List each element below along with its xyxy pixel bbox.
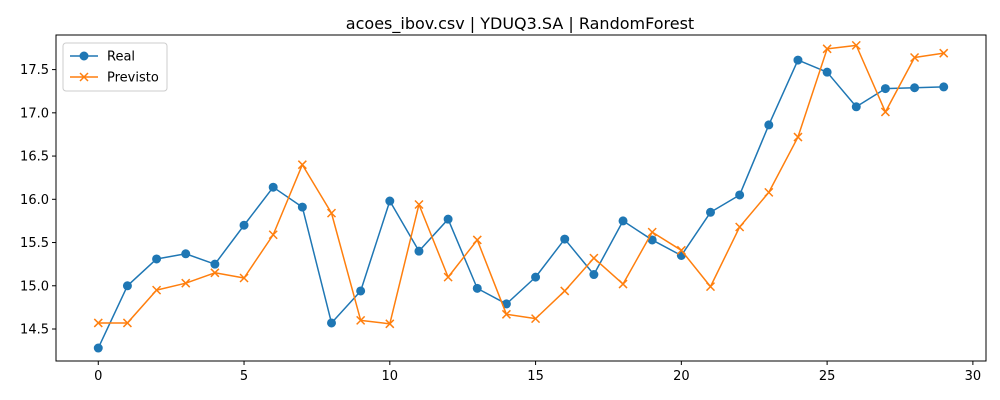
data-point xyxy=(443,272,453,282)
data-point xyxy=(443,214,453,224)
data-point xyxy=(385,319,395,329)
data-point xyxy=(239,220,249,230)
data-point xyxy=(705,207,715,217)
data-point xyxy=(705,282,716,292)
data-point xyxy=(589,270,599,280)
legend-label: Previsto xyxy=(107,71,159,86)
data-point xyxy=(618,279,628,289)
data-point xyxy=(560,286,570,296)
y-axis: 14.5 15.0 15.5 16.0 16.5 17.0 17.5 xyxy=(20,63,56,338)
series-layer xyxy=(93,40,949,353)
series-real xyxy=(93,55,949,353)
data-point xyxy=(181,278,191,288)
data-point xyxy=(181,249,191,259)
legend-item: Previsto xyxy=(70,71,159,86)
data-point xyxy=(268,230,278,240)
data-point xyxy=(356,315,366,325)
x-axis: 0 5 10 15 20 25 30 xyxy=(94,361,981,384)
data-point xyxy=(239,273,249,283)
legend: Real Previsto xyxy=(62,42,168,92)
data-point xyxy=(793,132,803,142)
y-tick-label: 15.0 xyxy=(20,279,49,294)
data-point xyxy=(851,40,861,50)
data-point xyxy=(822,67,832,77)
data-point xyxy=(472,283,482,293)
data-point xyxy=(880,84,890,94)
x-tick-label: 25 xyxy=(819,369,836,384)
plot-frame xyxy=(55,34,987,362)
data-point xyxy=(735,222,745,232)
data-point xyxy=(764,120,774,130)
data-point xyxy=(93,318,103,328)
data-point xyxy=(589,253,599,263)
data-point xyxy=(560,234,570,244)
data-point xyxy=(939,82,949,92)
x-tick-label: 5 xyxy=(240,369,248,384)
data-point xyxy=(764,187,774,197)
x-tick-label: 20 xyxy=(673,369,690,384)
data-point xyxy=(210,268,220,278)
y-tick-label: 14.5 xyxy=(20,323,49,338)
chart-title: acoes_ibov.csv | YDUQ3.SA | RandomForest xyxy=(346,14,694,34)
data-point xyxy=(210,259,220,269)
data-point xyxy=(910,83,920,93)
data-point xyxy=(851,102,861,112)
data-point xyxy=(822,44,832,54)
data-point xyxy=(676,245,686,255)
legend-marker xyxy=(79,51,89,61)
data-point xyxy=(531,314,541,324)
y-tick-label: 16.5 xyxy=(20,150,49,165)
data-point xyxy=(152,254,162,264)
series-line xyxy=(98,44,944,325)
data-point xyxy=(414,199,424,210)
data-point xyxy=(268,182,278,192)
legend-label: Real xyxy=(107,50,135,65)
data-point xyxy=(472,235,482,245)
y-tick-label: 16.0 xyxy=(20,193,49,208)
data-point xyxy=(618,216,628,226)
y-tick-label: 17.0 xyxy=(20,106,49,121)
data-point xyxy=(93,343,103,353)
data-point xyxy=(152,285,162,295)
data-point xyxy=(356,286,366,296)
data-point xyxy=(793,55,803,65)
series-line xyxy=(97,59,944,349)
y-tick-label: 17.5 xyxy=(20,63,49,78)
data-point xyxy=(501,309,511,319)
y-tick-label: 15.5 xyxy=(20,236,49,251)
data-point xyxy=(297,202,307,212)
data-point xyxy=(647,227,657,237)
data-point xyxy=(531,272,541,282)
data-point xyxy=(122,318,132,328)
data-point xyxy=(122,281,132,291)
legend-item: Real xyxy=(70,50,135,65)
data-point xyxy=(939,48,949,58)
legend-marker xyxy=(79,72,89,82)
x-tick-label: 10 xyxy=(382,369,399,384)
data-point xyxy=(735,190,745,200)
data-point xyxy=(414,246,424,256)
data-point xyxy=(326,208,337,218)
plot-area xyxy=(55,34,987,362)
legend-box xyxy=(62,42,168,92)
x-tick-label: 15 xyxy=(527,369,544,384)
data-point xyxy=(880,107,890,117)
data-point xyxy=(910,52,920,63)
x-tick-label: 0 xyxy=(94,369,102,384)
data-point xyxy=(297,160,307,170)
data-point xyxy=(327,318,337,328)
data-point xyxy=(385,196,395,206)
x-tick-label: 30 xyxy=(965,369,982,384)
series-previsto xyxy=(93,40,949,329)
